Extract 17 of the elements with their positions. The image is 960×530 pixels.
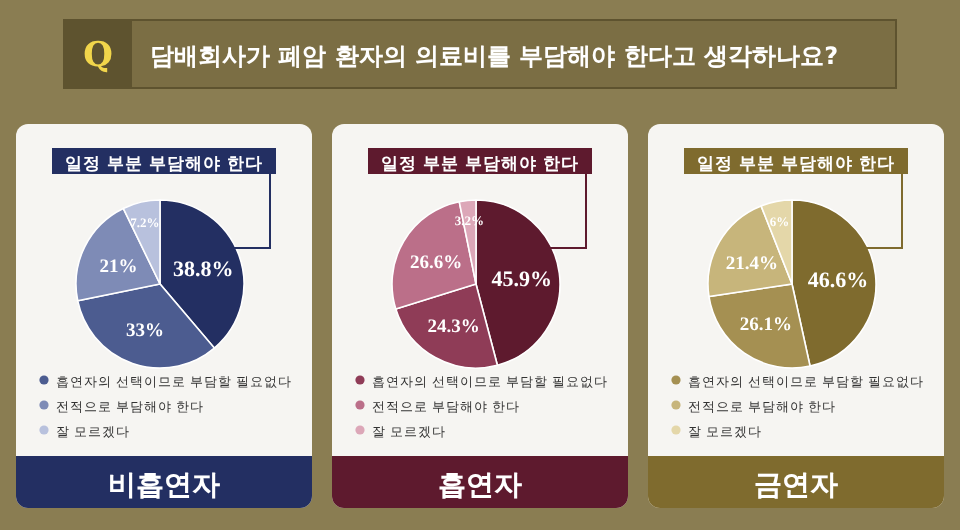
data-label: 26.1%: [739, 316, 792, 337]
text: 흡연자: [438, 470, 522, 502]
data-label: 46.6%: [807, 269, 869, 294]
slice-label: 일정 부분 부담해야 한다: [65, 155, 263, 175]
data-label: 33%: [125, 321, 164, 342]
text: 담배회사가 폐암 환자의 의료비를 부담해야 한다고 생각하나요?: [150, 42, 839, 70]
data-label: 21%: [99, 257, 138, 278]
data-label: 38.8%: [173, 258, 234, 283]
text: 금연자: [754, 470, 838, 502]
data-label: 45.9%: [491, 268, 553, 293]
slice-label: 일정 부분 부담해야 한다: [381, 155, 579, 175]
text: 비흡연자: [108, 470, 220, 502]
data-label: 21.4%: [725, 254, 779, 275]
data-label: 24.3%: [427, 318, 480, 339]
text: Q: [83, 36, 114, 76]
slice-label: 일정 부분 부담해야 한다: [697, 155, 895, 175]
data-label: 26.6%: [410, 254, 463, 275]
